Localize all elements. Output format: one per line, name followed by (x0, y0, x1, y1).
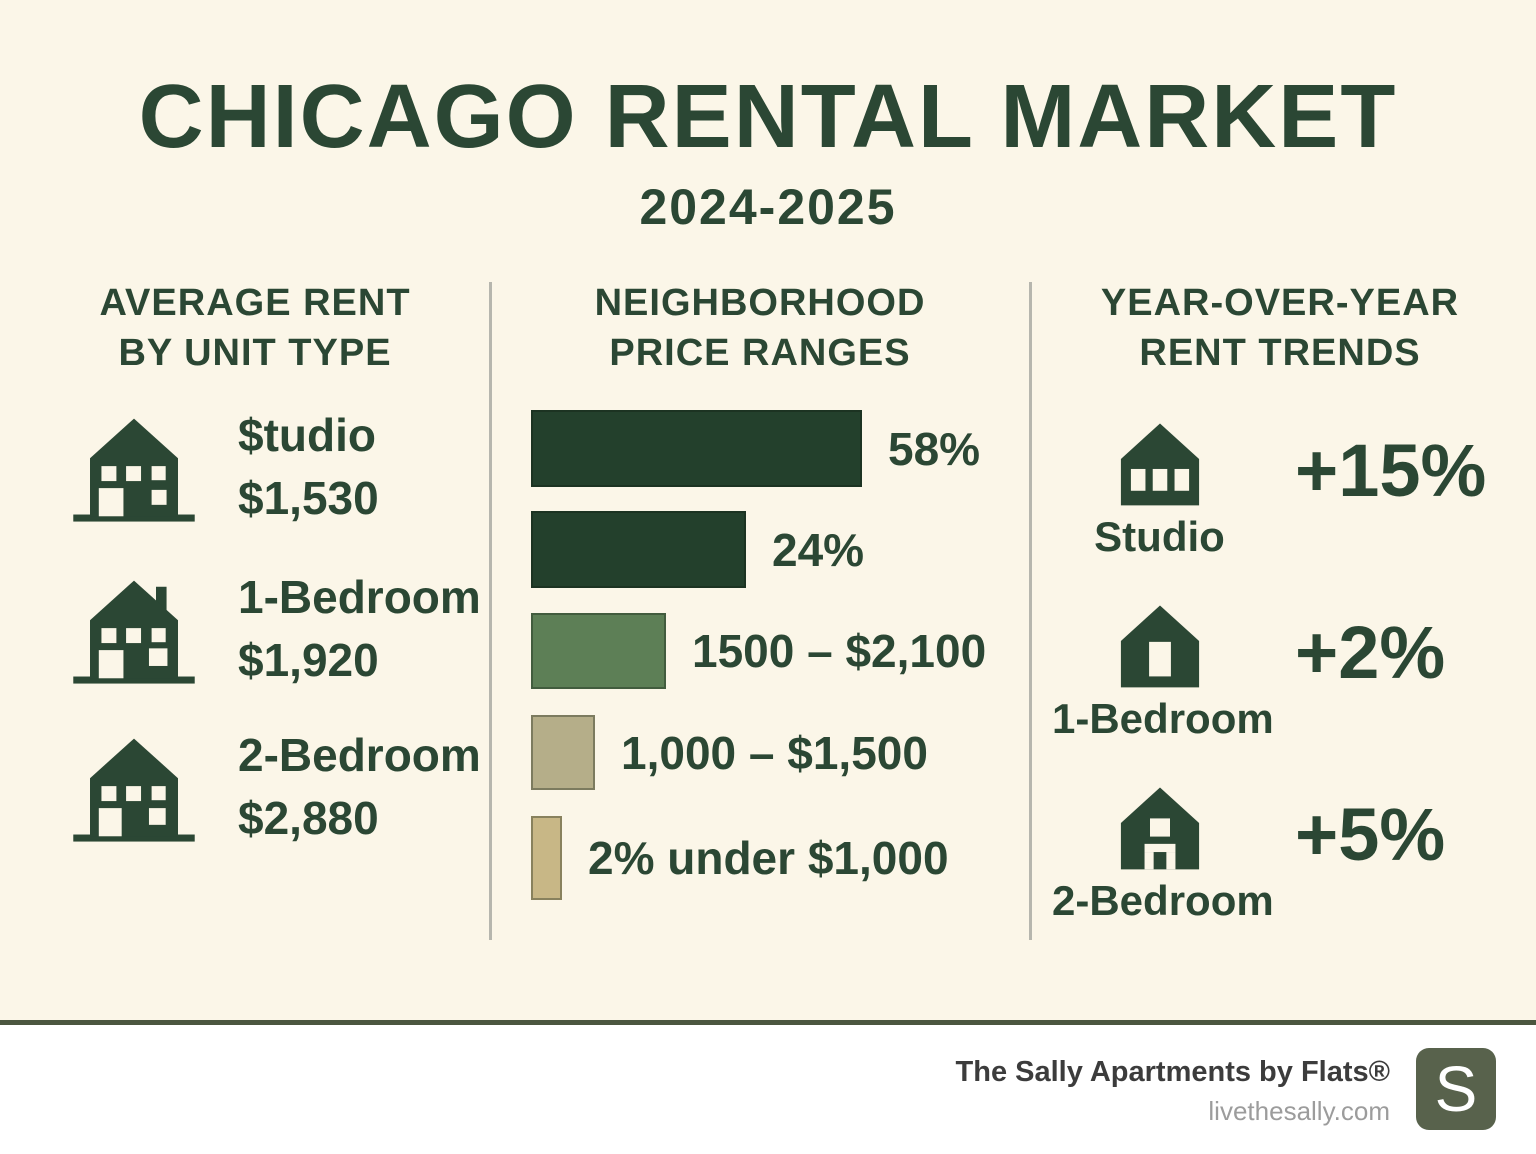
price-bar-label: 58% (888, 422, 981, 475)
price-bar (531, 613, 666, 689)
page-subtitle: 2024-2025 (639, 179, 897, 235)
price-bar-row-4: 1,000 – $1,500 (531, 715, 928, 790)
house-door-icon (1120, 605, 1199, 688)
left-heading-line1: AVERAGE RENT (99, 282, 411, 324)
unit-price: $1,920 (238, 634, 379, 686)
price-bar (531, 410, 862, 487)
trend-label: 2-Bedroom (1052, 877, 1274, 924)
unit-price: $2,880 (238, 792, 379, 844)
middle-column-heading: NEIGHBORHOOD PRICE RANGES (510, 278, 1010, 378)
unit-row-1-bedroom: 1-Bedroom $1,920 (68, 566, 488, 692)
left-heading-line2: BY UNIT TYPE (118, 332, 392, 375)
trend-row-studio: Studio +15% (1052, 416, 1512, 561)
middle-heading-line2: PRICE RANGES (609, 332, 911, 375)
price-bar-label: 2% under $1,000 (588, 832, 949, 884)
sally-logo: S (1416, 1048, 1496, 1130)
price-bar (531, 816, 562, 900)
column-divider-right (1029, 282, 1032, 940)
trend-row-2-bedroom: 2-Bedroom +5% (1052, 780, 1512, 925)
trend-label: 1-Bedroom (1052, 695, 1274, 742)
trend-value: +5% (1295, 793, 1446, 876)
price-bar-label: 1500 – $2,100 (692, 625, 987, 677)
sally-logo-letter: S (1434, 1053, 1478, 1125)
price-bar (531, 511, 746, 588)
page-title: CHICAGO RENTAL MARKET (138, 67, 1398, 167)
price-bar-row-3: 1500 – $2,100 (531, 613, 986, 689)
price-bar-row-1: 58% (531, 410, 980, 487)
left-column-heading: AVERAGE RENT BY UNIT TYPE (40, 278, 470, 378)
unit-row-studio: $tudio $1,530 (68, 404, 488, 530)
column-divider-left (489, 282, 492, 940)
unit-label: 2-Bedroom (238, 729, 481, 782)
house-studio-icon (1120, 423, 1199, 506)
middle-heading-line1: NEIGHBORHOOD (594, 282, 926, 324)
footer-text: The Sally Apartments by Flats® livethesa… (956, 1056, 1390, 1127)
unit-row-2-bedroom: 2-Bedroom $2,880 (68, 724, 488, 850)
right-heading-line1: YEAR-OVER-YEAR (1100, 282, 1460, 324)
footer-url: livethesally.com (1208, 1096, 1390, 1126)
price-bar-row-2: 24% (531, 511, 864, 588)
trend-value: +2% (1295, 611, 1446, 694)
price-bar (531, 715, 595, 790)
price-bar-label: 24% (772, 523, 865, 576)
right-column-heading: YEAR-OVER-YEAR RENT TRENDS (1040, 278, 1520, 378)
trend-label: Studio (1094, 513, 1225, 560)
house-two-story-icon (73, 418, 195, 522)
unit-price: $1,530 (238, 472, 379, 524)
footer-brand: The Sally Apartments by Flats® (955, 1056, 1390, 1088)
footer-divider (0, 1020, 1536, 1025)
house-chimney-icon (73, 580, 195, 684)
unit-label: $tudio (238, 409, 376, 462)
price-bar-row-5: 2% under $1,000 (531, 816, 949, 900)
house-arch-door-icon (1120, 787, 1199, 870)
house-two-story-icon (73, 738, 195, 842)
price-bar-label: 1,000 – $1,500 (621, 726, 928, 779)
trend-row-1-bedroom: 1-Bedroom +2% (1052, 598, 1512, 743)
unit-label: 1-Bedroom (238, 571, 481, 624)
right-heading-line2: RENT TRENDS (1139, 332, 1421, 375)
footer (0, 1025, 1536, 1154)
trend-value: +15% (1295, 429, 1487, 512)
